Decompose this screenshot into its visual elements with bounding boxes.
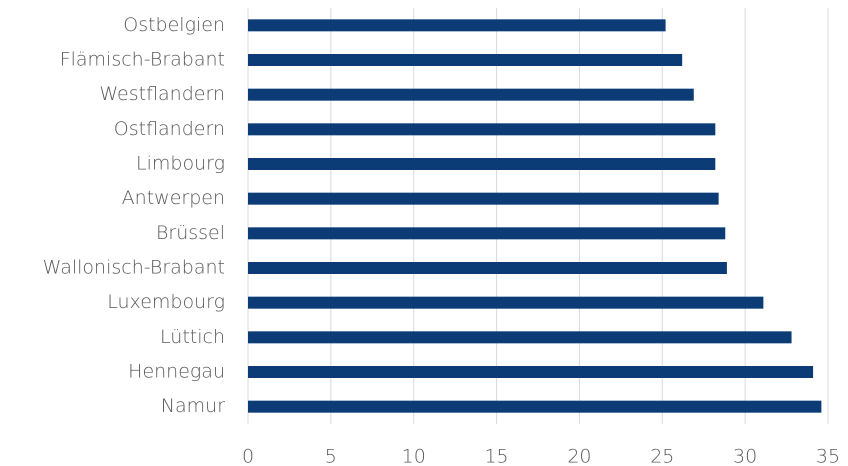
y-tick-label: Flämisch-Brabant <box>60 49 225 71</box>
bar <box>248 19 666 32</box>
y-tick-label: Luxembourg <box>107 291 225 313</box>
y-tick-label: Ostflandern <box>114 118 225 140</box>
bar <box>248 296 764 309</box>
y-tick-label: Limbourg <box>136 153 225 175</box>
y-tick-label: Namur <box>161 395 225 417</box>
bar <box>248 192 719 205</box>
x-tick-label: 30 <box>733 446 757 466</box>
x-tick-label: 15 <box>484 446 508 466</box>
bar <box>248 331 792 344</box>
x-tick-label: 25 <box>650 446 674 466</box>
bar <box>248 400 822 413</box>
x-tick-label: 20 <box>567 446 591 466</box>
bar <box>248 88 694 101</box>
x-tick-label: 10 <box>402 446 426 466</box>
bar <box>248 262 727 274</box>
y-tick-label: Lüttich <box>160 326 225 348</box>
x-tick-label: 0 <box>242 446 254 466</box>
bar <box>248 227 726 240</box>
y-tick-label: Hennegau <box>128 361 225 383</box>
y-tick-label: Westflandern <box>99 83 225 105</box>
bar <box>248 366 814 378</box>
bar <box>248 123 716 136</box>
x-tick-label: 35 <box>816 446 840 466</box>
x-tick-label: 5 <box>325 446 337 466</box>
y-tick-label: Ostbelgien <box>123 14 225 36</box>
y-tick-label: Antwerpen <box>122 187 225 209</box>
bar <box>248 158 716 170</box>
bar <box>248 54 683 66</box>
y-tick-label: Brüssel <box>156 222 225 244</box>
y-tick-label: Wallonisch-Brabant <box>43 257 225 279</box>
